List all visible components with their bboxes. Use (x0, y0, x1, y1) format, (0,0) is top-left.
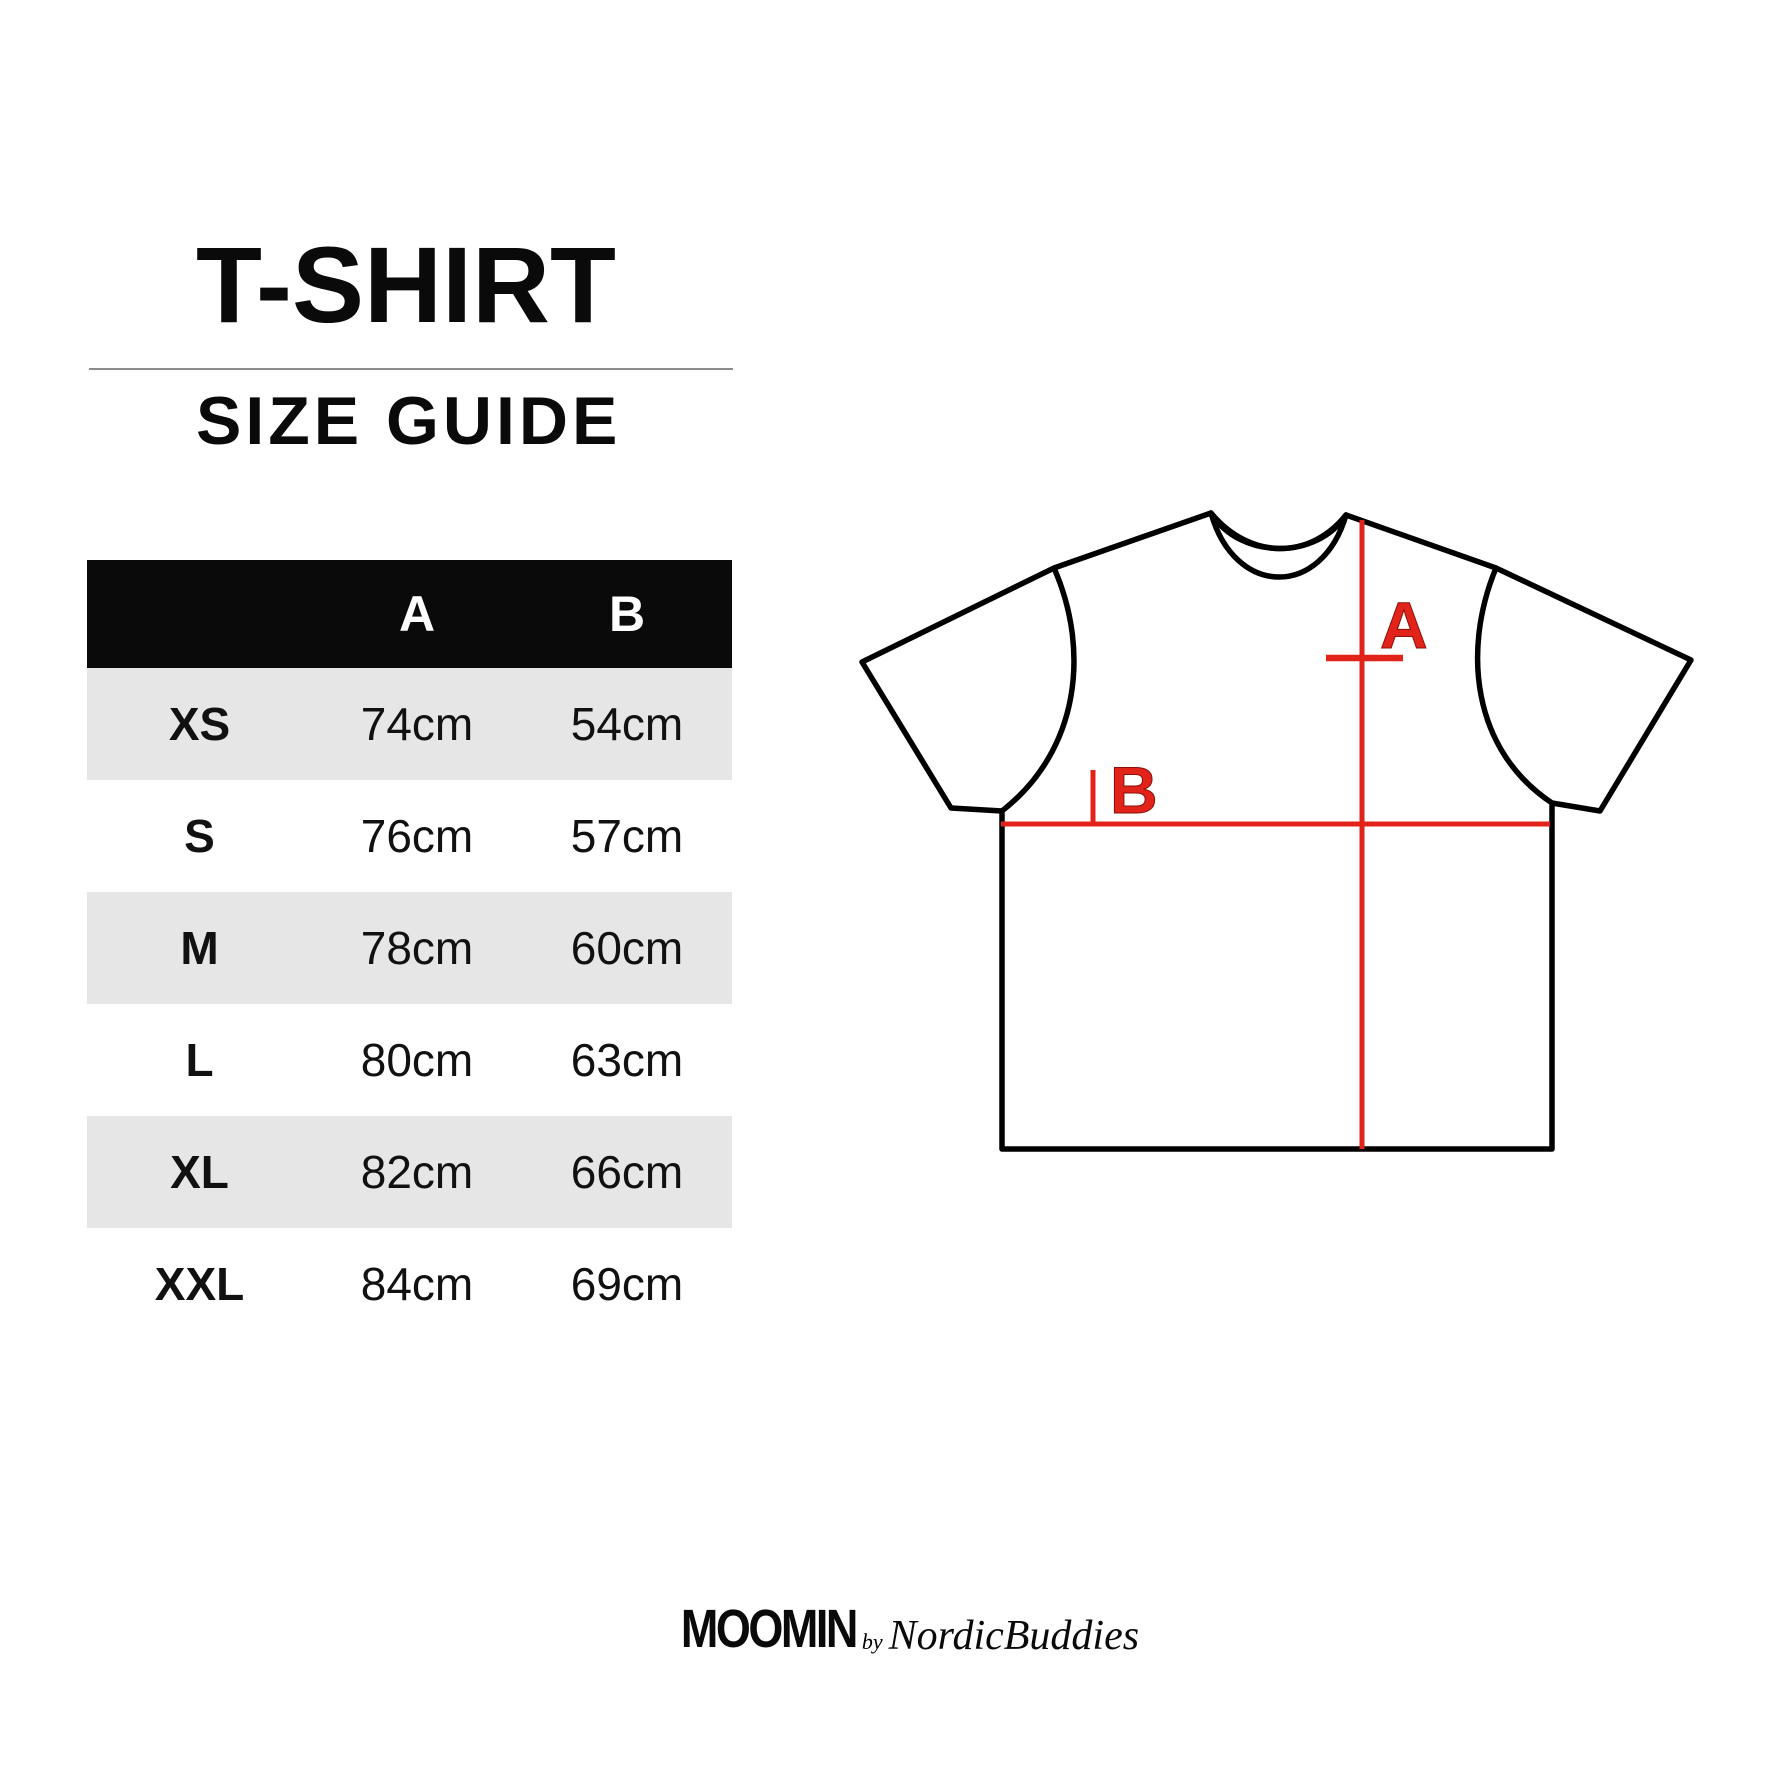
svg-text:A: A (1380, 588, 1428, 662)
svg-text:B: B (1110, 753, 1158, 827)
